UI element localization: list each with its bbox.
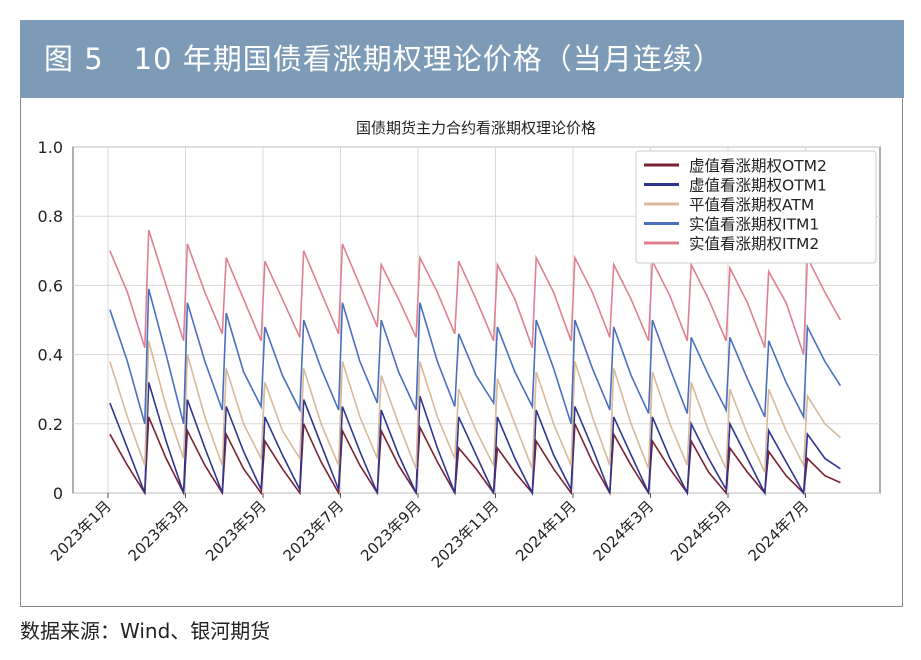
x-tick-label: 2024年1月	[512, 497, 580, 565]
source-note: 数据来源：Wind、银河期货	[20, 619, 271, 643]
series-line-0	[109, 416, 841, 496]
x-tick-label: 2023年11月	[428, 497, 502, 571]
figure-title: 图 5 10 年期国债看涨期权理论价格（当月连续）	[44, 42, 723, 76]
legend	[635, 150, 877, 264]
chart-frame	[20, 98, 903, 607]
x-tick-label: 2023年9月	[357, 497, 425, 565]
y-tick-label: 1.0	[38, 138, 63, 157]
y-tick-label: 0.6	[38, 276, 63, 295]
y-tick-label: 0	[53, 484, 63, 503]
legend-label: 实值看涨期权ITM1	[689, 216, 819, 234]
legend-label: 实值看涨期权ITM2	[689, 235, 819, 253]
x-tick-label: 2023年1月	[47, 497, 115, 565]
series-line-1	[109, 382, 841, 497]
figure-header: 图 5 10 年期国债看涨期权理论价格（当月连续）	[20, 20, 904, 98]
series-line-4	[109, 229, 842, 355]
series-line-3	[109, 288, 842, 425]
y-tick-label: 0.2	[38, 415, 63, 434]
x-tick-label: 2023年5月	[202, 497, 270, 565]
x-tick-label: 2024年3月	[590, 497, 658, 565]
y-tick-label: 0.4	[38, 346, 63, 365]
x-tick-label: 2023年7月	[280, 497, 348, 565]
x-tick-label: 2023年3月	[125, 497, 193, 565]
series-line-2	[109, 340, 841, 473]
x-tick-label: 2024年7月	[745, 497, 813, 565]
y-tick-label: 0.8	[38, 207, 63, 226]
legend-label: 虚值看涨期权OTM1	[689, 177, 827, 195]
legend-label: 虚值看涨期权OTM2	[689, 157, 827, 175]
chart-title: 国债期货主力合约看涨期权理论价格	[356, 119, 596, 137]
legend-label: 平值看涨期权ATM	[689, 196, 814, 214]
x-tick-label: 2024年5月	[667, 497, 735, 565]
